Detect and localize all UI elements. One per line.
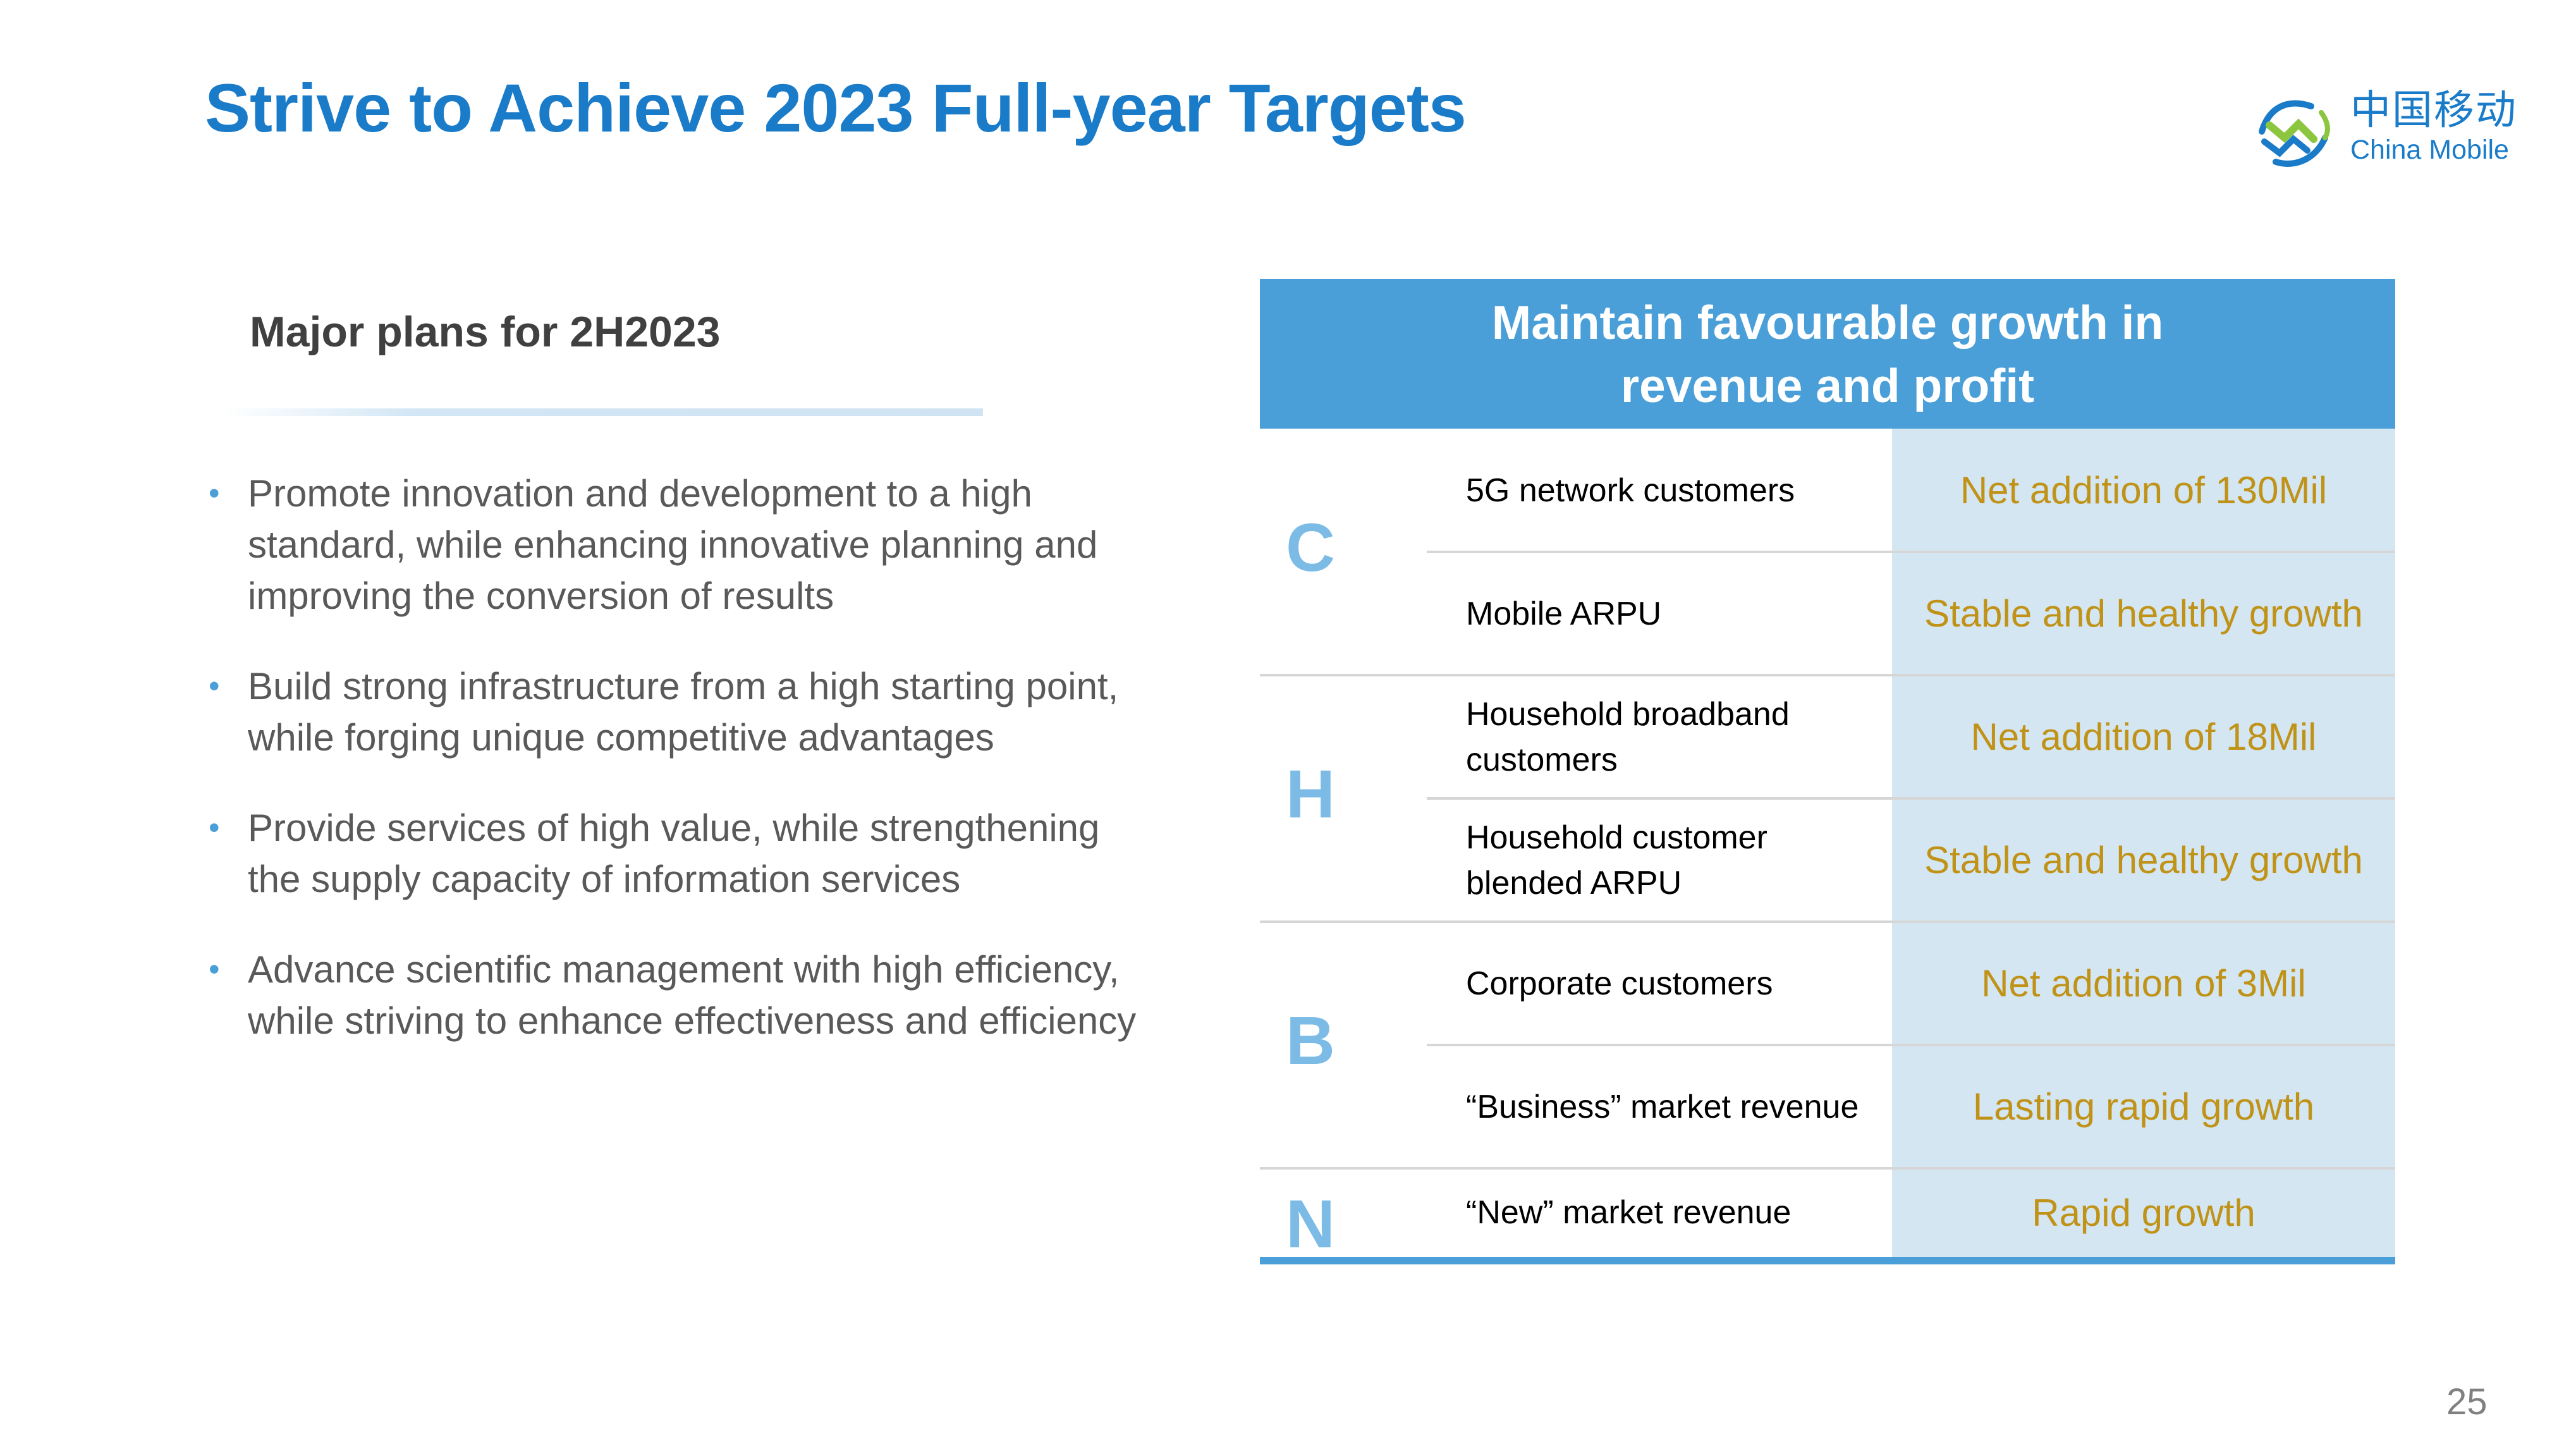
targets-table: Maintain favourable growth in revenue an…	[1260, 279, 2395, 1264]
group-letter-h: H	[1286, 755, 1335, 832]
china-mobile-logo: 中国移动 China Mobile	[2250, 82, 2516, 177]
list-item: • Build strong infrastructure from a high…	[209, 661, 1144, 763]
target-value: Stable and healthy growth	[1924, 592, 2363, 635]
list-item: • Provide services of high value, while s…	[209, 802, 1144, 905]
slide-title: Strive to Achieve 2023 Full-year Targets	[205, 70, 1467, 146]
group-letter-b: B	[1286, 1002, 1335, 1079]
target-value: Net addition of 130Mil	[1960, 469, 2328, 511]
table-row: 5G network customers Net addition of 130…	[1260, 429, 2395, 552]
targets-header-text: Maintain favourable growth in revenue an…	[1491, 295, 2164, 412]
target-value-column	[1892, 429, 2395, 1257]
target-value: Rapid growth	[2032, 1191, 2256, 1234]
plans-divider	[224, 408, 983, 416]
plans-heading: Major plans for 2H2023	[250, 308, 721, 356]
row-divider	[1427, 1044, 2395, 1046]
row-divider	[1427, 797, 2395, 800]
group-letter-c: C	[1286, 509, 1335, 585]
bullet-icon: •	[209, 475, 220, 511]
metric-label: Corporate customers	[1466, 965, 1773, 1002]
plan-text: Advance scientific management with high …	[248, 948, 1137, 1042]
china-mobile-logo-icon	[2259, 100, 2330, 167]
table-row: Household customer blended ARPU Stable a…	[1260, 798, 2395, 922]
list-item: • Advance scientific management with high…	[209, 944, 1144, 1046]
page-number: 25	[2446, 1381, 2487, 1422]
list-item: • Promote innovation and development to a…	[209, 468, 1144, 621]
table-row: “New” market revenue Rapid growth	[1260, 1168, 2395, 1257]
group-divider	[1260, 1167, 2395, 1170]
plan-text: Build strong infrastructure from a high …	[248, 665, 1119, 759]
target-value: Net addition of 18Mil	[1970, 716, 2317, 758]
logo-name-chinese: 中国移动	[2350, 87, 2517, 133]
group-letter-n: N	[1286, 1185, 1335, 1262]
table-row: Corporate customers Net addition of 3Mil	[1260, 922, 2395, 1045]
group-divider	[1260, 920, 2395, 923]
metric-label: Mobile ARPU	[1466, 595, 1662, 632]
plan-text: Provide services of high value, while st…	[248, 807, 1100, 900]
plans-list: • Promote innovation and development to a…	[209, 468, 1144, 1085]
target-value: Lasting rapid growth	[1972, 1085, 2315, 1128]
metric-label: “New” market revenue	[1466, 1194, 1792, 1231]
row-divider	[1427, 551, 2395, 553]
metric-label: 5G network customers	[1466, 472, 1795, 509]
table-row: Household broadband customers Net additi…	[1260, 675, 2395, 798]
table-bottom-border	[1260, 1257, 2395, 1264]
bullet-icon: •	[209, 810, 220, 845]
metric-label: Household customer blended ARPU	[1466, 819, 1767, 902]
table-row: Mobile ARPU Stable and healthy growth	[1260, 552, 2395, 675]
bullet-icon: •	[209, 951, 220, 987]
plan-text: Promote innovation and development to a …	[248, 472, 1098, 617]
metric-label: “Business” market revenue	[1466, 1088, 1859, 1125]
target-value: Stable and healthy growth	[1924, 839, 2363, 881]
bullet-icon: •	[209, 668, 220, 704]
targets-table-header: Maintain favourable growth in revenue an…	[1260, 279, 2395, 429]
group-divider	[1260, 674, 2395, 676]
target-value: Net addition of 3Mil	[1981, 962, 2306, 1005]
logo-name-english: China Mobile	[2350, 135, 2509, 165]
targets-table-body: C H B N 5G network customers Net additio…	[1260, 429, 2395, 1264]
table-row: “Business” market revenue Lasting rapid …	[1260, 1045, 2395, 1168]
metric-label: Household broadband customers	[1466, 695, 1790, 778]
